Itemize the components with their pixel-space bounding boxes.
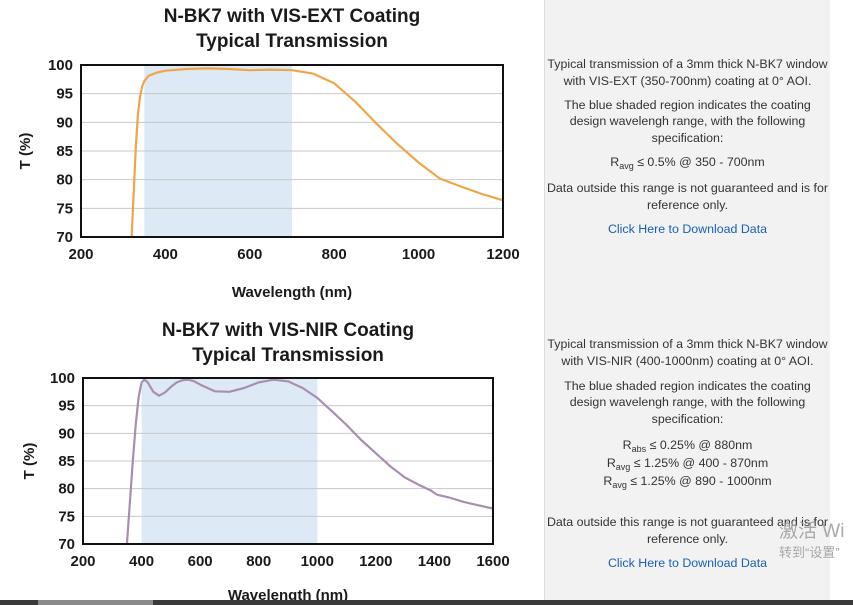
chart-cell-vis-nir: N-BK7 with VIS-NIR Coating Typical Transm… (0, 314, 545, 605)
description-text: Typical transmission of a 3mm thick N-BK… (547, 337, 828, 368)
x-tick-label: 1000 (402, 246, 435, 263)
x-axis-label: Wavelength (nm) (228, 587, 348, 604)
specification-block: Rabs ≤ 0.25% @ 880nm Ravg ≤ 1.25% @ 400 -… (545, 437, 830, 490)
spec-symbol: R (622, 437, 632, 452)
chart-vis-nir-transmission: N-BK7 with VIS-NIR Coating Typical Transm… (21, 320, 510, 604)
taskbar-strip (0, 600, 853, 605)
x-tick-label: 600 (237, 246, 262, 263)
plot-frame (82, 377, 494, 545)
spec-subscript: abs (631, 443, 647, 454)
shaded-region-note: The blue shaded region indicates the coa… (564, 97, 811, 146)
spec-value: ≤ 0.5% @ 350 - 700nm (633, 154, 765, 169)
y-tick-label: 85 (58, 453, 75, 470)
chart-vis-ext-transmission: N-BK7 with VIS-EXT Coating Typical Transm… (17, 6, 520, 301)
y-tick-label: 70 (56, 229, 73, 246)
chart-subtitle: Typical Transmission (192, 345, 384, 366)
specification-block: Ravg ≤ 0.5% @ 350 - 700nm (545, 154, 830, 172)
y-tick-label: 75 (56, 200, 73, 217)
y-tick-label: 95 (58, 398, 75, 415)
y-axis-label: T (%) (17, 133, 34, 170)
x-tick-label: 1200 (486, 246, 519, 263)
x-tick-label: 1000 (301, 553, 334, 570)
chart-title: N-BK7 with VIS-EXT Coating (164, 6, 421, 27)
y-tick-label: 80 (56, 172, 73, 189)
description-text: Typical transmission of a 3mm thick N-BK… (547, 57, 828, 88)
spec-value: ≤ 1.25% @ 400 - 870nm (630, 455, 769, 470)
y-tick-label: 90 (56, 114, 73, 131)
x-tick-label: 800 (322, 246, 347, 263)
spec-line: Rabs ≤ 0.25% @ 880nm (545, 437, 830, 455)
spec-subscript: avg (619, 160, 634, 171)
spec-line: Ravg ≤ 0.5% @ 350 - 700nm (545, 154, 830, 172)
x-tick-label: 400 (153, 246, 178, 263)
x-tick-label: 800 (246, 553, 271, 570)
plot-frame (80, 64, 504, 238)
spec-subscript: avg (612, 479, 627, 490)
disclaimer-text: Data outside this range is not guarantee… (546, 180, 829, 212)
x-tick-label: 1200 (359, 553, 392, 570)
x-axis-label: Wavelength (nm) (232, 284, 352, 301)
y-tick-label: 100 (50, 370, 75, 387)
y-tick-label: 85 (56, 143, 73, 160)
spec-symbol: R (606, 455, 616, 470)
taskbar-segment (38, 600, 153, 605)
spec-symbol: R (603, 473, 613, 488)
chart-row-vis-ext: N-BK7 with VIS-EXT Coating Typical Transm… (0, 0, 830, 315)
y-tick-label: 70 (58, 536, 75, 553)
transmission-curve (125, 378, 494, 545)
x-tick-label: 400 (129, 553, 154, 570)
chart-cell-vis-ext: N-BK7 with VIS-EXT Coating Typical Transm… (0, 0, 545, 314)
transmission-curve (130, 67, 504, 238)
y-tick-label: 80 (58, 481, 75, 498)
x-tick-label: 600 (188, 553, 213, 570)
spec-symbol: R (610, 154, 620, 169)
description-panel-vis-ext: Typical transmission of a 3mm thick N-BK… (545, 0, 830, 314)
spec-line: Ravg ≤ 1.25% @ 890 - 1000nm (545, 473, 830, 491)
download-data-link[interactable]: Click Here to Download Data (607, 222, 768, 237)
x-tick-label: 200 (68, 246, 93, 263)
y-tick-label: 75 (58, 508, 75, 525)
disclaimer-text: Data outside this range is not guarantee… (546, 515, 829, 547)
y-tick-label: 100 (48, 57, 73, 74)
shaded-region-note: The blue shaded region indicates the coa… (564, 378, 811, 427)
x-tick-label: 1400 (418, 553, 451, 570)
download-data-link[interactable]: Click Here to Download Data (607, 555, 768, 570)
y-tick-label: 95 (56, 86, 73, 103)
chart-row-vis-nir: N-BK7 with VIS-NIR Coating Typical Transm… (0, 314, 830, 605)
y-axis-label: T (%) (21, 443, 38, 480)
chart-title: N-BK7 with VIS-NIR Coating (162, 320, 414, 341)
description-panel-vis-nir: Typical transmission of a 3mm thick N-BK… (545, 314, 830, 605)
y-tick-label: 90 (58, 425, 75, 442)
spec-line: Ravg ≤ 1.25% @ 400 - 870nm (545, 455, 830, 473)
chart-subtitle: Typical Transmission (196, 31, 388, 52)
x-tick-label: 1600 (476, 553, 509, 570)
x-tick-label: 200 (70, 553, 95, 570)
spec-subscript: avg (615, 461, 631, 472)
spec-value: ≤ 0.25% @ 880nm (646, 437, 753, 452)
spec-value: ≤ 1.25% @ 890 - 1000nm (626, 473, 772, 488)
